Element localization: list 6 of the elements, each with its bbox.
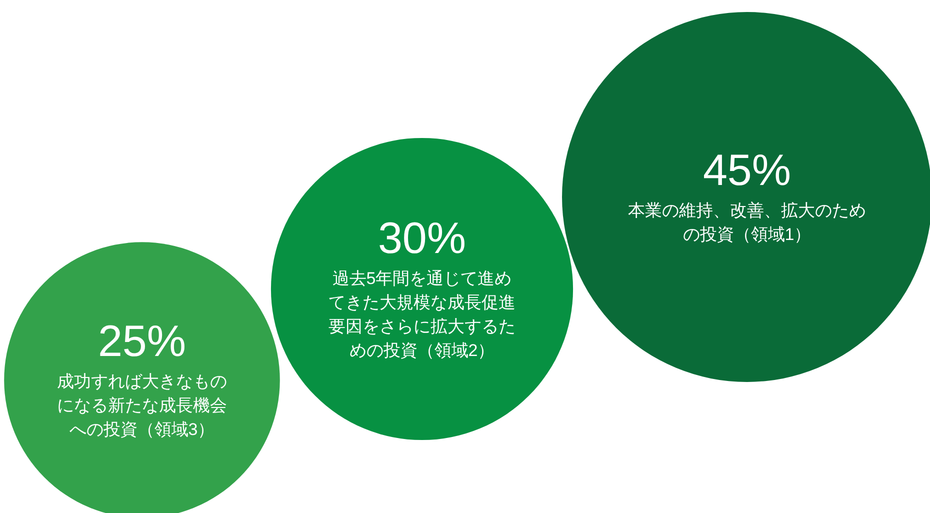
category-label: 本業の維持、改善、拡大のための投資（領域1） bbox=[627, 200, 867, 246]
data-label: 25% bbox=[98, 317, 186, 366]
category-label: 成功すれば大きなものになる新たな成長機会への投資（領域3） bbox=[56, 371, 228, 441]
data-label: 45% bbox=[702, 146, 792, 195]
data-label: 30% bbox=[378, 214, 466, 263]
category-label: 過去5年間を通じて進めてきた大規模な成長促進要因をさらに拡大するための投資（領域2） bbox=[327, 268, 516, 362]
